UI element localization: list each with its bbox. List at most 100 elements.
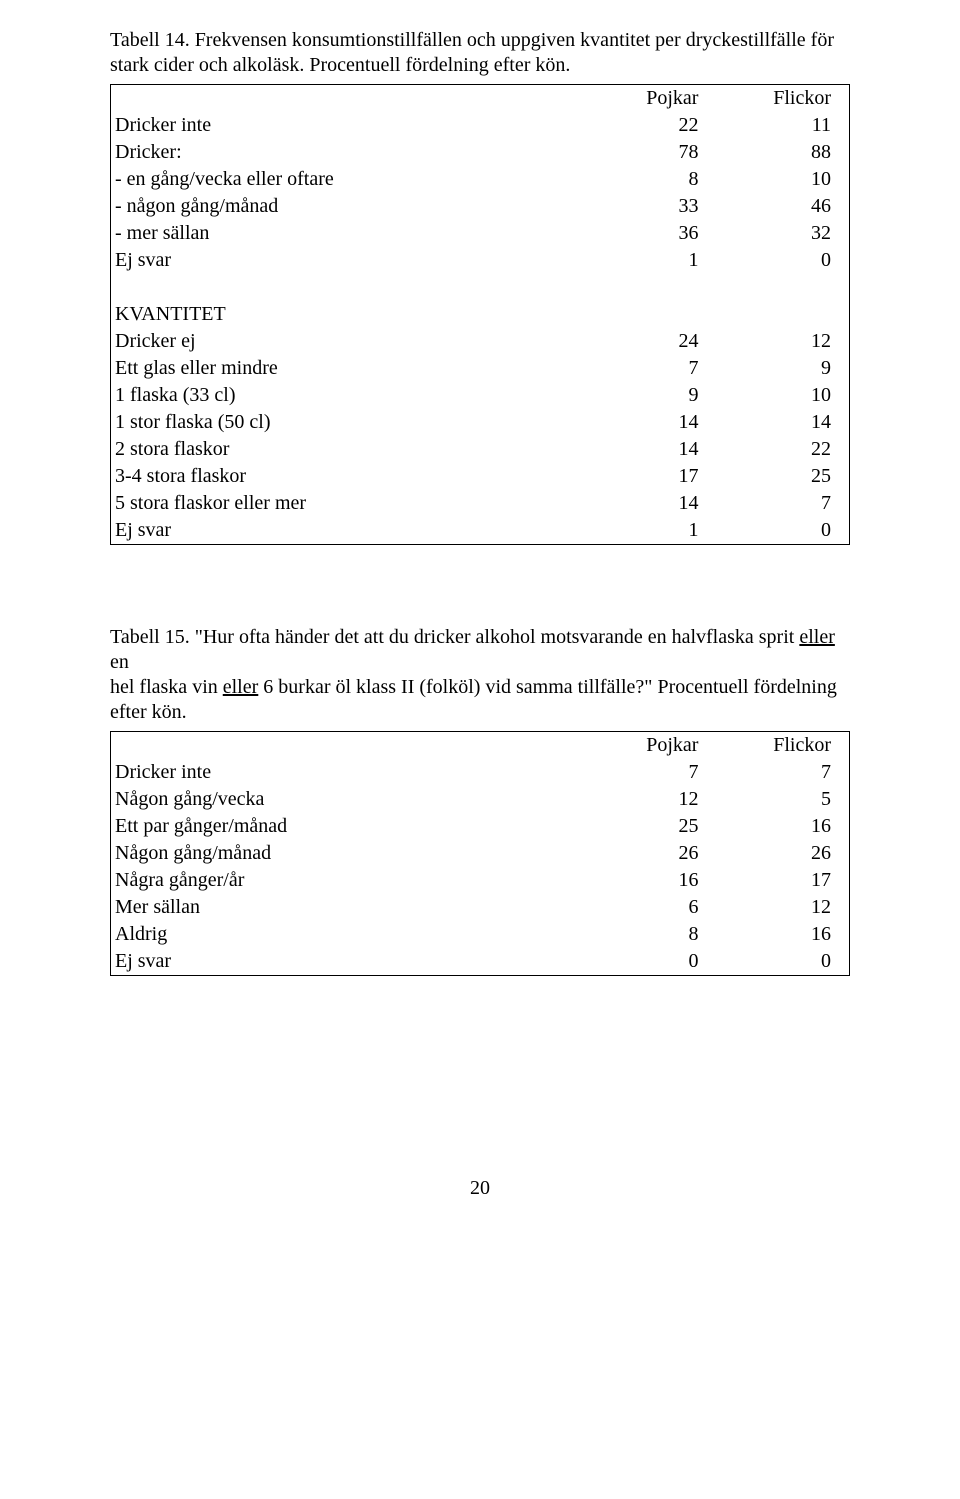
table-row: Ett glas eller mindre79	[111, 355, 850, 382]
row-label: - en gång/vecka eller oftare	[111, 166, 584, 193]
tabell15: Pojkar Flickor Dricker inte77 Någon gång…	[110, 731, 850, 976]
table-row: Ett par gånger/månad2516	[111, 813, 850, 840]
table-row: 5 stora flaskor eller mer147	[111, 490, 850, 517]
t15-cap-u2: eller	[223, 676, 259, 698]
cell: 12	[716, 894, 849, 921]
table-row: Ej svar10	[111, 517, 850, 545]
cell: 12	[583, 786, 716, 813]
row-label: Ej svar	[111, 517, 584, 545]
cell: 7	[583, 355, 716, 382]
cell: 88	[716, 139, 849, 166]
section-label: KVANTITET	[111, 301, 584, 328]
cell: 14	[583, 490, 716, 517]
cell: 17	[583, 463, 716, 490]
cell: 7	[716, 490, 849, 517]
t15-cap-d: 6 burkar öl klass II (folköl) vid samma …	[258, 676, 837, 698]
table-row: 2 stora flaskor1422	[111, 436, 850, 463]
col-pojkar: Pojkar	[583, 85, 716, 113]
cell: 24	[583, 328, 716, 355]
tabell14-caption-lead: Tabell 14.	[110, 29, 195, 51]
cell: 25	[583, 813, 716, 840]
row-label: Några gånger/år	[111, 867, 584, 894]
table-row: Dricker:7888	[111, 139, 850, 166]
cell: 46	[716, 193, 849, 220]
row-label: 2 stora flaskor	[111, 436, 584, 463]
cell: 8	[583, 166, 716, 193]
t15-cap-u1: eller	[799, 626, 835, 648]
tabell14-caption: Tabell 14. Frekvensen konsumtionstillfäl…	[110, 28, 850, 78]
table-row: Dricker ej2412	[111, 328, 850, 355]
table-row: 1 stor flaska (50 cl)1414	[111, 409, 850, 436]
row-label: Dricker:	[111, 139, 584, 166]
row-label: 5 stora flaskor eller mer	[111, 490, 584, 517]
cell: 22	[716, 436, 849, 463]
table-row: 3-4 stora flaskor1725	[111, 463, 850, 490]
cell: 12	[716, 328, 849, 355]
t15-cap-a: "Hur ofta händer det att du dricker alko…	[195, 626, 800, 648]
table-row: Dricker inte2211	[111, 112, 850, 139]
row-label: 1 flaska (33 cl)	[111, 382, 584, 409]
cell: 36	[583, 220, 716, 247]
cell: 0	[716, 517, 849, 545]
t15-cap-b: en	[110, 651, 129, 673]
row-label: Dricker inte	[111, 759, 584, 786]
row-label: Ej svar	[111, 948, 584, 976]
t15-cap-e: efter kön.	[110, 701, 187, 723]
table-row: Några gånger/år1617	[111, 867, 850, 894]
row-label: Ej svar	[111, 247, 584, 274]
t15-cap-c: hel flaska vin	[110, 676, 223, 698]
row-label: Mer sällan	[111, 894, 584, 921]
table-header: Pojkar Flickor	[111, 85, 850, 113]
cell: 6	[583, 894, 716, 921]
cell: 11	[716, 112, 849, 139]
table-row: Dricker inte77	[111, 759, 850, 786]
col-pojkar: Pojkar	[583, 732, 716, 760]
row-label: 3-4 stora flaskor	[111, 463, 584, 490]
col-flickor: Flickor	[716, 85, 849, 113]
row-label: Aldrig	[111, 921, 584, 948]
cell: 22	[583, 112, 716, 139]
cell: 78	[583, 139, 716, 166]
cell: 26	[583, 840, 716, 867]
table-row: KVANTITET	[111, 301, 850, 328]
cell: 1	[583, 517, 716, 545]
cell: 14	[583, 409, 716, 436]
cell: 14	[583, 436, 716, 463]
cell: 7	[716, 759, 849, 786]
cell: 9	[583, 382, 716, 409]
cell: 32	[716, 220, 849, 247]
cell: 8	[583, 921, 716, 948]
page-number: 20	[110, 1176, 850, 1201]
cell: 25	[716, 463, 849, 490]
row-label: Ett glas eller mindre	[111, 355, 584, 382]
row-label: Dricker ej	[111, 328, 584, 355]
cell: 9	[716, 355, 849, 382]
table-row: Ej svar10	[111, 247, 850, 274]
cell: 33	[583, 193, 716, 220]
cell: 7	[583, 759, 716, 786]
table-row: Ej svar00	[111, 948, 850, 976]
row-label: - någon gång/månad	[111, 193, 584, 220]
row-label: Dricker inte	[111, 112, 584, 139]
cell: 16	[716, 921, 849, 948]
cell: 14	[716, 409, 849, 436]
row-label: Någon gång/vecka	[111, 786, 584, 813]
cell: 1	[583, 247, 716, 274]
row-label: - mer sällan	[111, 220, 584, 247]
cell: 16	[716, 813, 849, 840]
cell: 10	[716, 166, 849, 193]
table-row: Någon gång/vecka125	[111, 786, 850, 813]
table-header: Pojkar Flickor	[111, 732, 850, 760]
cell: 16	[583, 867, 716, 894]
table-row: - en gång/vecka eller oftare810	[111, 166, 850, 193]
table-row: 1 flaska (33 cl)910	[111, 382, 850, 409]
cell: 10	[716, 382, 849, 409]
tabell15-caption-lead: Tabell 15.	[110, 626, 195, 648]
cell: 5	[716, 786, 849, 813]
tabell15-caption: Tabell 15. "Hur ofta händer det att du d…	[110, 625, 850, 725]
tabell14-caption-line2: stark cider och alkoläsk. Procentuell fö…	[110, 54, 570, 76]
table-row: - någon gång/månad3346	[111, 193, 850, 220]
table-row: Mer sällan612	[111, 894, 850, 921]
col-flickor: Flickor	[716, 732, 849, 760]
row-label: Någon gång/månad	[111, 840, 584, 867]
